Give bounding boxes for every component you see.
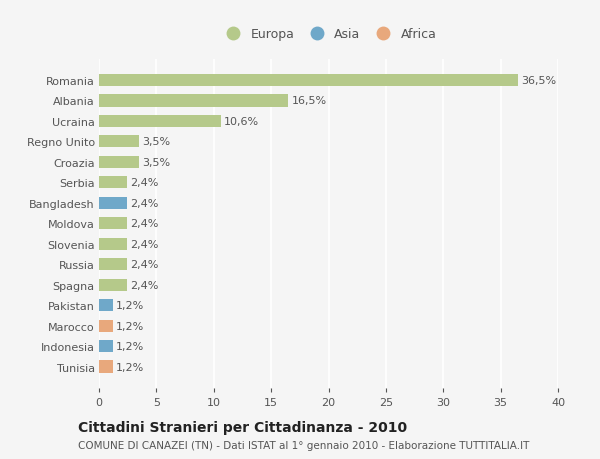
Bar (99, 74, 518, 87)
Text: 1,2%: 1,2% (116, 341, 145, 351)
Legend: Europa, Asia, Africa: Europa, Asia, Africa (215, 23, 442, 46)
Text: 16,5%: 16,5% (292, 96, 327, 106)
Bar (99, 177, 127, 189)
Bar (99, 320, 113, 332)
Text: 1,2%: 1,2% (116, 321, 145, 331)
Text: 10,6%: 10,6% (224, 117, 259, 127)
Bar (99, 218, 127, 230)
Text: 1,2%: 1,2% (116, 301, 145, 310)
Bar (99, 116, 221, 128)
Text: 36,5%: 36,5% (521, 76, 556, 86)
Text: 2,4%: 2,4% (130, 219, 158, 229)
Text: 2,4%: 2,4% (130, 280, 158, 290)
Bar (99, 299, 113, 312)
Text: 2,4%: 2,4% (130, 239, 158, 249)
Bar (99, 279, 127, 291)
Bar (99, 197, 127, 209)
Text: Cittadini Stranieri per Cittadinanza - 2010: Cittadini Stranieri per Cittadinanza - 2… (78, 420, 407, 434)
Bar (99, 340, 113, 353)
Text: 2,4%: 2,4% (130, 260, 158, 269)
Bar (99, 95, 289, 107)
Bar (99, 361, 113, 373)
Text: 2,4%: 2,4% (130, 198, 158, 208)
Bar (99, 258, 127, 271)
Bar (99, 238, 127, 250)
Text: 1,2%: 1,2% (116, 362, 145, 372)
Text: 3,5%: 3,5% (143, 137, 171, 147)
Text: 3,5%: 3,5% (143, 157, 171, 168)
Bar (99, 157, 139, 168)
Text: COMUNE DI CANAZEI (TN) - Dati ISTAT al 1° gennaio 2010 - Elaborazione TUTTITALIA: COMUNE DI CANAZEI (TN) - Dati ISTAT al 1… (78, 440, 529, 450)
Bar (99, 136, 139, 148)
Text: 2,4%: 2,4% (130, 178, 158, 188)
